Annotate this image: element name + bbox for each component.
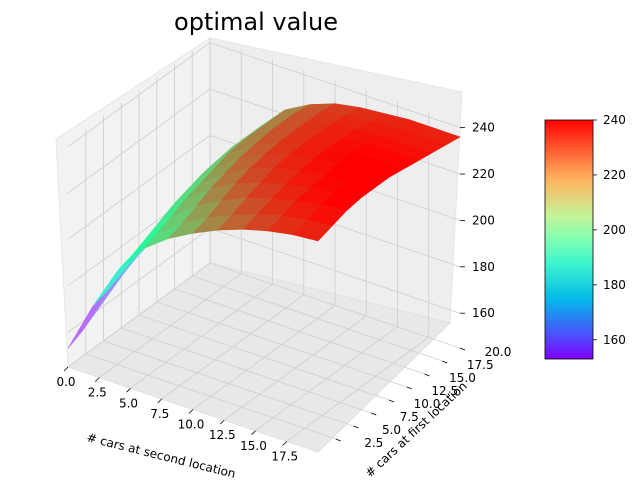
y-tick-label: 17.5 <box>467 358 494 372</box>
x-tick-label: 2.5 <box>88 386 107 400</box>
y-tick-mark <box>371 412 377 416</box>
side-grid-line <box>67 88 211 194</box>
x-tick-mark <box>188 409 194 414</box>
colorbar-ticks: 160 180 200 220 240 <box>593 113 626 347</box>
y-tick-mark <box>459 347 466 351</box>
side-grid-line <box>67 42 211 148</box>
axes: 0.02.55.07.510.012.515.017.52.55.07.510.… <box>56 121 511 464</box>
y-tick-mark <box>406 386 412 390</box>
floor-grid-line <box>156 301 407 388</box>
x-tick-mark <box>251 430 256 436</box>
x-tick-mark <box>94 377 100 382</box>
floor-grid-line <box>138 314 390 401</box>
z-tick-label: 180 <box>472 260 495 274</box>
y-tick-mark <box>424 373 430 377</box>
x-tick-mark <box>282 441 288 446</box>
colorbar-tick-label: 160 <box>603 333 626 347</box>
y-tick-label: 5.0 <box>382 423 401 437</box>
x-tick-label: 5.0 <box>119 396 138 410</box>
y-tick-label: 15.0 <box>449 371 476 385</box>
y-tick-label: 2.5 <box>364 436 383 450</box>
floor-grid-line <box>121 327 372 414</box>
z-tick-label: 220 <box>472 167 495 181</box>
y-tick-label: 10.0 <box>414 397 441 411</box>
floor-grid-line <box>192 275 443 362</box>
y-tick-mark <box>335 438 341 442</box>
back-grid-line <box>209 42 461 129</box>
y-tick-label: 12.5 <box>431 384 458 398</box>
y-tick-mark <box>442 360 448 364</box>
x-tick-mark <box>63 366 69 372</box>
y-tick-mark <box>353 425 359 429</box>
floor-grid-line <box>103 340 354 427</box>
surface-facet <box>292 219 333 242</box>
z-tick-label: 200 <box>472 213 495 227</box>
z-tick-label: 240 <box>472 121 495 135</box>
colorbar-tick-label: 220 <box>603 168 626 182</box>
floor-grid-line <box>174 288 425 375</box>
x-tick-label: 7.5 <box>150 407 169 421</box>
chart-title: optimal value <box>174 8 338 36</box>
colorbar-tick-label: 240 <box>603 113 626 127</box>
x-tick-label: 17.5 <box>271 449 298 463</box>
colorbar-tick-label: 180 <box>603 278 626 292</box>
x-tick-mark <box>219 419 225 425</box>
back-grid-line <box>209 227 461 314</box>
x-tick-label: 15.0 <box>240 439 267 453</box>
side-grid-line <box>67 135 211 240</box>
floor-grid-line <box>209 262 461 349</box>
x-tick-label: 0.0 <box>56 375 75 389</box>
x-tick-label: 10.0 <box>178 418 205 432</box>
floor-grid-line <box>85 353 336 440</box>
z-tick-label: 160 <box>472 306 495 320</box>
y-axis-label: # cars at first location <box>362 379 469 480</box>
x-tick-label: 12.5 <box>209 428 236 442</box>
colorbar-tick-label: 200 <box>603 223 626 237</box>
y-tick-label: 20.0 <box>485 345 512 359</box>
surface-plot <box>67 103 461 349</box>
y-tick-label: 7.5 <box>400 410 419 424</box>
x-tick-mark <box>126 387 131 393</box>
y-tick-mark <box>388 399 395 403</box>
x-tick-mark <box>157 398 163 404</box>
colorbar <box>544 119 594 360</box>
